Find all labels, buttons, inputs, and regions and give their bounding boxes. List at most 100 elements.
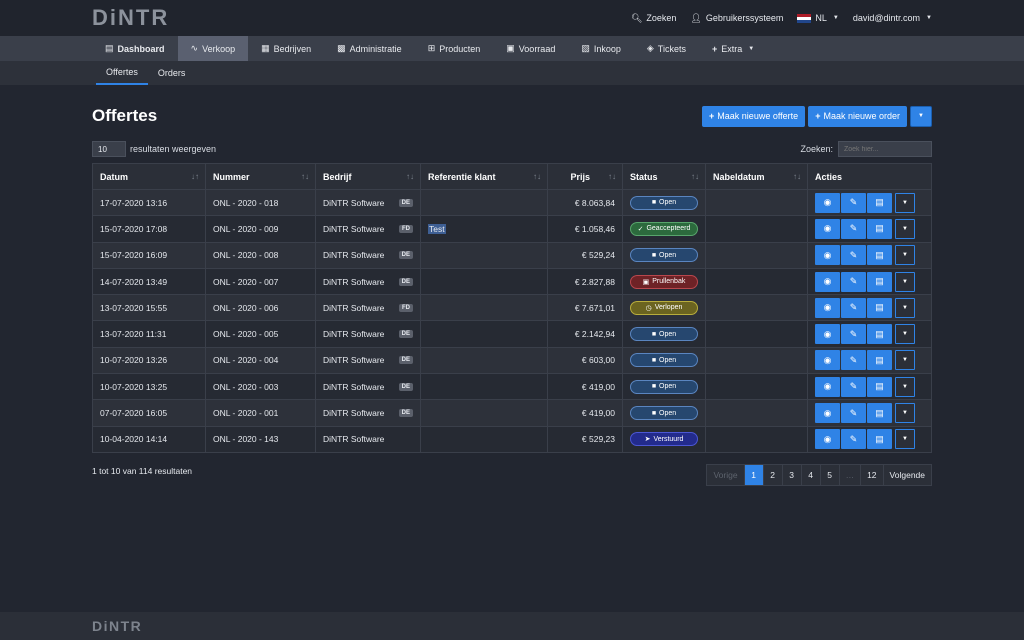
- search-link[interactable]: 🔍︎ Zoeken: [631, 13, 676, 24]
- new-order-button[interactable]: + Maak nieuwe order: [808, 105, 907, 127]
- nav-label: Inkoop: [593, 43, 621, 54]
- cart-button[interactable]: ▤: [867, 429, 892, 450]
- edit-button[interactable]: ✎: [841, 429, 866, 450]
- row-actions-dropdown[interactable]: ▼: [895, 218, 915, 239]
- cell-nummer: ONL - 2020 - 018: [205, 188, 316, 217]
- cart-button[interactable]: ▤: [867, 324, 892, 345]
- view-button[interactable]: ◉: [815, 245, 840, 266]
- row-actions-dropdown[interactable]: ▼: [895, 350, 915, 371]
- cart-button[interactable]: ▤: [867, 271, 892, 292]
- cell-bedrijf: DiNTR Software DE: [315, 346, 421, 375]
- row-actions-dropdown[interactable]: ▼: [895, 403, 915, 424]
- pagination-page[interactable]: 5: [820, 464, 840, 485]
- nav-dashboard[interactable]: ▤ Dashboard: [92, 36, 178, 61]
- nav-extra[interactable]: + Extra ▼: [699, 36, 767, 61]
- edit-button[interactable]: ✎: [841, 403, 866, 424]
- edit-button[interactable]: ✎: [841, 350, 866, 371]
- search-input[interactable]: [838, 141, 932, 157]
- nav-bedrijven[interactable]: ▦ Bedrijven: [248, 36, 324, 61]
- subnav-orders[interactable]: Orders: [157, 68, 186, 78]
- edit-icon: ✎: [849, 381, 858, 392]
- col-nabeldatum[interactable]: Nabeldatum ↑↓: [705, 163, 808, 190]
- sort-desc-icon: ↓↑: [191, 172, 199, 181]
- table-row[interactable]: 10-07-2020 13:25 ONL - 2020 - 003 DiNTR So…: [92, 373, 932, 401]
- col-prijs[interactable]: Prijs ↑↓: [547, 163, 623, 190]
- cart-button[interactable]: ▤: [867, 245, 892, 266]
- col-datum[interactable]: Datum ↓↑: [92, 163, 206, 190]
- pagination-page[interactable]: 4: [801, 464, 821, 485]
- edit-button[interactable]: ✎: [841, 192, 866, 213]
- row-actions-dropdown[interactable]: ▼: [895, 376, 915, 397]
- language-dropdown[interactable]: NL ▼: [797, 13, 839, 23]
- pagination-page[interactable]: 12: [861, 464, 884, 485]
- nav-tickets[interactable]: ◈ Tickets: [634, 36, 699, 61]
- edit-button[interactable]: ✎: [841, 271, 866, 292]
- cart-button[interactable]: ▤: [867, 218, 892, 239]
- edit-button[interactable]: ✎: [841, 376, 866, 397]
- view-button[interactable]: ◉: [815, 376, 840, 397]
- view-button[interactable]: ◉: [815, 297, 840, 318]
- view-button[interactable]: ◉: [815, 429, 840, 450]
- page-length-control: 10 resultaten weergeven: [92, 141, 216, 157]
- user-menu-dropdown[interactable]: david@dintr.com ▼: [853, 13, 932, 23]
- edit-button[interactable]: ✎: [841, 324, 866, 345]
- col-referentie[interactable]: Referentie klant ↑↓: [420, 163, 548, 190]
- nav-producten[interactable]: ⊞ Producten: [415, 36, 494, 61]
- table-row[interactable]: 17-07-2020 13:16 ONL - 2020 - 018 DiNTR So…: [92, 188, 932, 217]
- edit-button[interactable]: ✎: [841, 297, 866, 318]
- nav-verkoop[interactable]: ∿ Verkoop: [177, 36, 249, 61]
- table-row[interactable]: 14-07-2020 13:49 ONL - 2020 - 007 DiNTR So…: [92, 267, 932, 296]
- row-actions-dropdown[interactable]: ▼: [895, 324, 915, 345]
- system-link[interactable]: 👤︎ Gebruikerssysteem: [690, 13, 783, 24]
- status-badge: ■ Open: [630, 195, 698, 210]
- folder-icon: ■: [651, 409, 657, 417]
- cart-button[interactable]: ▤: [867, 403, 892, 424]
- row-actions-dropdown[interactable]: ▼: [895, 429, 915, 450]
- view-button[interactable]: ◉: [815, 350, 840, 371]
- pagination-page[interactable]: 1: [744, 464, 764, 485]
- row-actions-dropdown[interactable]: ▼: [895, 245, 915, 266]
- cart-button[interactable]: ▤: [867, 297, 892, 318]
- view-button[interactable]: ◉: [815, 271, 840, 292]
- cell-acties: ◉ ✎ ▤ ▼: [807, 267, 932, 296]
- edit-button[interactable]: ✎: [841, 218, 866, 239]
- view-button[interactable]: ◉: [815, 324, 840, 345]
- subnav-offertes[interactable]: Offertes: [96, 61, 148, 85]
- sort-icon: ↑↓: [533, 172, 541, 181]
- table-row[interactable]: 15-07-2020 16:09 ONL - 2020 - 008 DiNTR So…: [92, 241, 932, 269]
- cart-button[interactable]: ▤: [867, 376, 892, 397]
- col-status[interactable]: Status ↑↓: [622, 163, 706, 190]
- table-row[interactable]: 13-07-2020 15:55 ONL - 2020 - 006 DiNTR So…: [92, 294, 932, 322]
- nav-inkoop[interactable]: ▧ Inkoop: [568, 36, 634, 61]
- view-button[interactable]: ◉: [815, 192, 840, 213]
- more-actions-dropdown[interactable]: ▼: [910, 105, 932, 127]
- status-label: Verlopen: [654, 304, 683, 312]
- pagination-next[interactable]: Volgende: [883, 464, 931, 485]
- pagination-page[interactable]: …: [839, 464, 862, 485]
- edit-button[interactable]: ✎: [841, 245, 866, 266]
- col-bedrijf[interactable]: Bedrijf ↑↓: [315, 163, 421, 190]
- status-label: Verstuurd: [653, 435, 684, 443]
- nav-voorraad[interactable]: ▣ Voorraad: [493, 36, 568, 61]
- cell-bedrijf: DiNTR Software DE: [315, 188, 421, 217]
- pagination-page[interactable]: 2: [763, 464, 783, 485]
- table-row[interactable]: 10-04-2020 14:14 ONL - 2020 - 143 DiNTR So…: [92, 425, 932, 453]
- new-quote-button[interactable]: + Maak nieuwe offerte: [702, 105, 806, 127]
- table-row[interactable]: 07-07-2020 16:05 ONL - 2020 - 001 DiNTR So…: [92, 399, 932, 427]
- brand-logo[interactable]: DiNTR: [92, 5, 170, 30]
- pagination-page[interactable]: 3: [782, 464, 802, 485]
- view-button[interactable]: ◉: [815, 403, 840, 424]
- row-actions-dropdown[interactable]: ▼: [895, 192, 915, 213]
- table-row[interactable]: 13-07-2020 11:31 ONL - 2020 - 005 DiNTR So…: [92, 320, 932, 348]
- view-button[interactable]: ◉: [815, 218, 840, 239]
- pagination-prev[interactable]: Vorige: [707, 464, 745, 485]
- col-nummer[interactable]: Nummer ↑↓: [205, 163, 316, 190]
- cart-button[interactable]: ▤: [867, 350, 892, 371]
- cart-button[interactable]: ▤: [867, 192, 892, 213]
- page-length-select[interactable]: 10: [92, 141, 126, 157]
- table-row[interactable]: 15-07-2020 17:08 ONL - 2020 - 009 DiNTR So…: [92, 215, 932, 243]
- table-row[interactable]: 10-07-2020 13:26 ONL - 2020 - 004 DiNTR So…: [92, 346, 932, 375]
- row-actions-dropdown[interactable]: ▼: [895, 297, 915, 318]
- row-actions-dropdown[interactable]: ▼: [895, 271, 915, 292]
- nav-administratie[interactable]: ▩ Administratie: [324, 36, 415, 61]
